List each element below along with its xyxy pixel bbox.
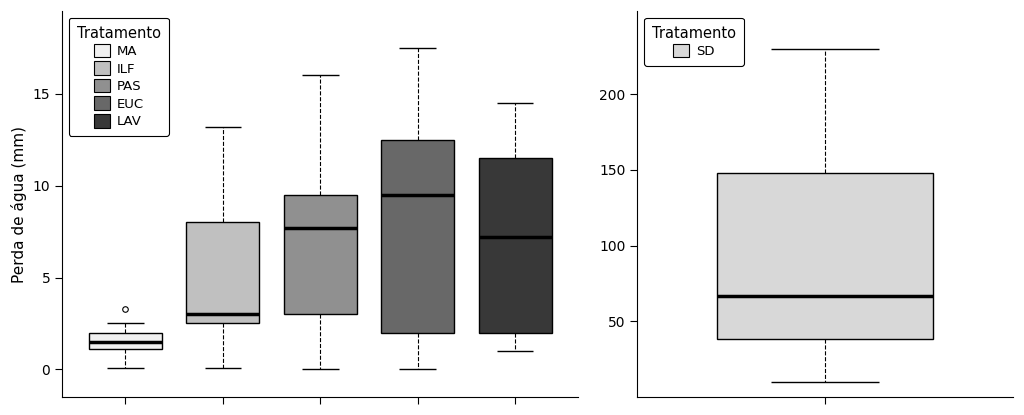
- Legend: SD: SD: [644, 18, 743, 66]
- Bar: [478, 158, 552, 333]
- Bar: [186, 222, 259, 323]
- Bar: [381, 140, 455, 333]
- Bar: [717, 173, 934, 339]
- Bar: [89, 333, 162, 349]
- Legend: MA, ILF, PAS, EUC, LAV: MA, ILF, PAS, EUC, LAV: [69, 18, 169, 136]
- Y-axis label: Perda de água (mm): Perda de água (mm): [11, 125, 27, 283]
- Bar: [284, 195, 356, 314]
